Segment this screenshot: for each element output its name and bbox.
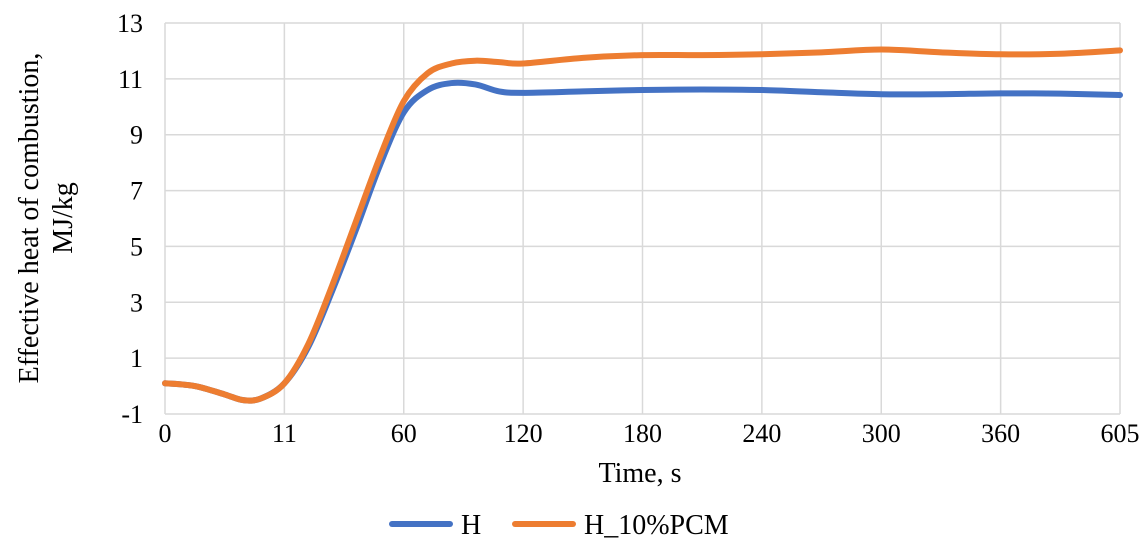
x-tick-label: 360 (981, 419, 1020, 448)
series-line-h-10-pcm (162, 46, 1123, 404)
legend-item-h: H (389, 510, 481, 541)
legend: H H_10%PCM (389, 510, 729, 541)
series-lines (162, 46, 1123, 404)
y-tick-label: 11 (118, 65, 143, 94)
y-tick-label: 1 (130, 344, 143, 373)
x-tick-label: 240 (742, 419, 781, 448)
y-tick-label: 3 (130, 288, 143, 317)
x-tick-label: 300 (862, 419, 901, 448)
x-tick-label: 605 (1101, 419, 1140, 448)
x-axis-ticks: 0 11 60 120 180 240 300 360 605 (159, 419, 1140, 448)
x-tick-label: 0 (159, 419, 172, 448)
legend-label-h-10pcm: H_10%PCM (584, 510, 729, 541)
y-tick-label: -1 (121, 400, 143, 429)
legend-label-h: H (461, 510, 481, 541)
y-tick-label: 9 (130, 121, 143, 150)
y-axis-title-line-2: MJ/kg (48, 182, 79, 254)
x-tick-label: 11 (272, 419, 297, 448)
legend-item-h-10pcm: H_10%PCM (512, 510, 729, 541)
x-tick-label: 120 (504, 419, 543, 448)
gridlines (164, 22, 1121, 415)
x-axis-title: Time, s (598, 458, 681, 489)
y-axis-title-line-1: Effective heat of combustion, (14, 53, 45, 384)
y-tick-label: 13 (117, 9, 143, 38)
y-axis-title: Effective heat of combustion, MJ/kg (14, 53, 79, 384)
y-tick-label: 7 (130, 177, 143, 206)
y-tick-label: 5 (130, 232, 143, 261)
x-tick-label: 180 (623, 419, 662, 448)
x-tick-label: 60 (391, 419, 417, 448)
